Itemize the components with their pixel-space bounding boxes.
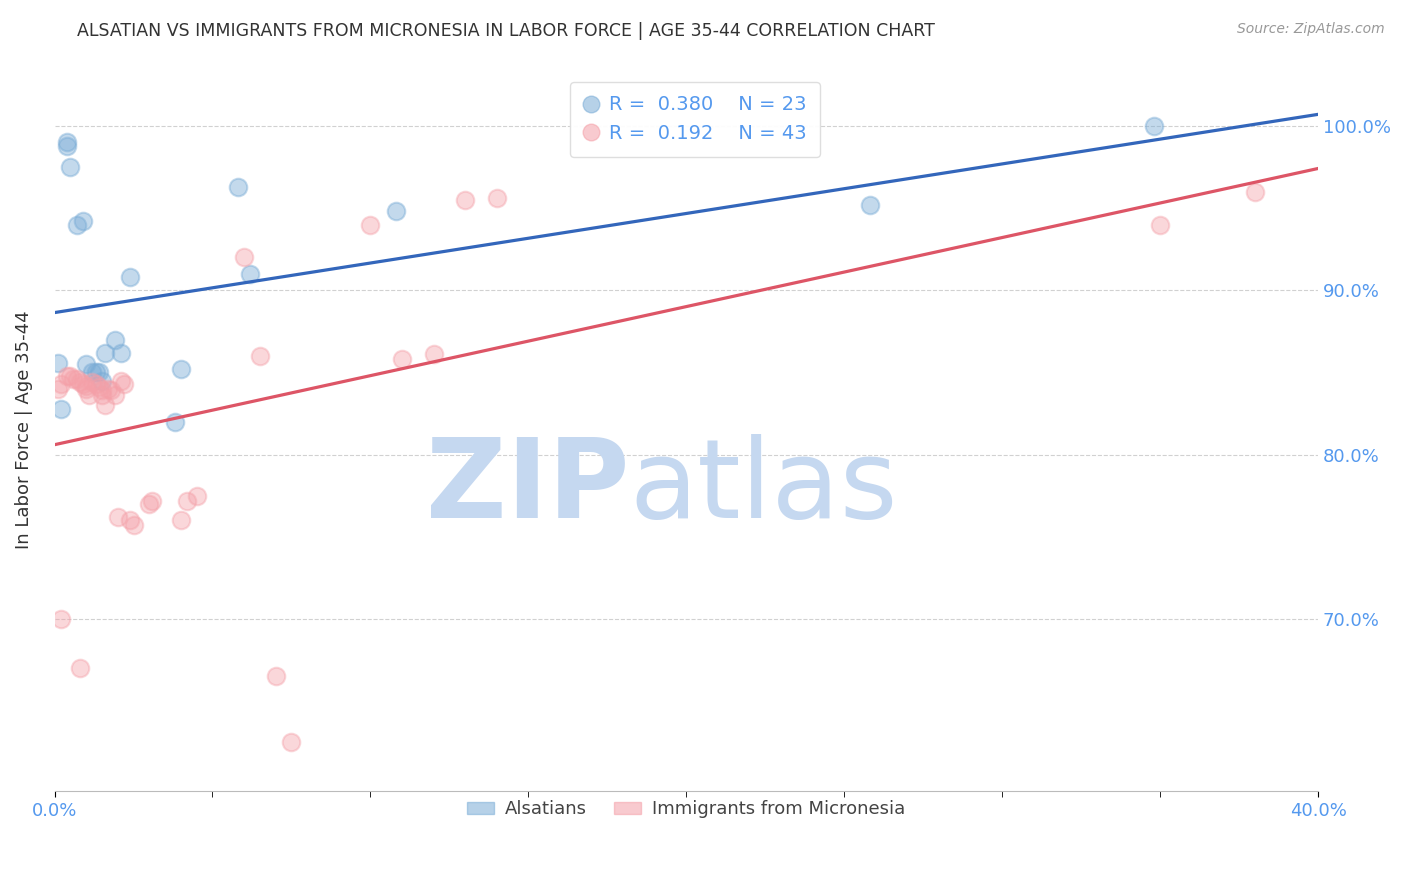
Point (75, 378, 97, 392)
Point (72, 376, 94, 391)
Point (87, 380, 110, 394)
Point (249, 349, 271, 363)
Point (359, 218, 381, 232)
Point (280, 735, 302, 749)
Point (56, 368, 79, 383)
Point (138, 497, 160, 511)
Point (69, 376, 91, 390)
Point (72, 214, 94, 228)
Point (69, 661, 91, 675)
Point (59, 368, 82, 383)
Text: ALSATIAN VS IMMIGRANTS FROM MICRONESIA IN LABOR FORCE | AGE 35-44 CORRELATION CH: ALSATIAN VS IMMIGRANTS FROM MICRONESIA I… (77, 22, 935, 40)
Point (94, 398, 117, 412)
Point (233, 251, 256, 265)
Point (90, 374, 112, 388)
Point (110, 345, 132, 359)
Point (422, 347, 444, 361)
Y-axis label: In Labor Force | Age 35-44: In Labor Force | Age 35-44 (15, 310, 32, 549)
Point (110, 374, 132, 388)
Point (90, 388, 112, 402)
Point (46, 382, 69, 396)
Point (77, 388, 100, 402)
Text: Source: ZipAtlas.com: Source: ZipAtlas.com (1237, 22, 1385, 37)
Point (264, 669, 287, 683)
Point (858, 198, 880, 212)
Point (49, 401, 72, 416)
Point (176, 493, 198, 508)
Point (87, 366, 110, 380)
Point (75, 382, 97, 396)
Point (1149, 218, 1171, 232)
Point (56, 136, 79, 150)
Point (82, 376, 104, 390)
Point (122, 518, 145, 533)
Point (103, 388, 125, 402)
Point (1143, 119, 1166, 133)
Point (49, 612, 72, 626)
Point (163, 415, 186, 429)
Point (1244, 185, 1267, 199)
Point (82, 366, 104, 380)
Point (107, 510, 129, 524)
Point (112, 376, 135, 391)
Point (485, 191, 508, 205)
Point (239, 267, 262, 281)
Point (141, 493, 163, 508)
Point (226, 179, 249, 194)
Point (120, 513, 142, 527)
Point (62, 372, 84, 386)
Point (97, 382, 120, 396)
Point (49, 376, 72, 391)
Legend: Alsatians, Immigrants from Micronesia: Alsatians, Immigrants from Micronesia (460, 793, 912, 826)
Point (59, 160, 82, 174)
Point (66, 218, 89, 232)
Point (94, 345, 117, 359)
Point (90, 384, 112, 398)
Point (391, 352, 413, 367)
Point (100, 384, 122, 398)
Point (170, 362, 193, 376)
Point (103, 333, 125, 347)
Point (454, 193, 477, 207)
Point (56, 138, 79, 153)
Point (170, 513, 193, 527)
Point (84, 366, 107, 380)
Point (75, 357, 97, 371)
Point (46, 355, 69, 369)
Point (186, 489, 208, 503)
Point (66, 372, 89, 386)
Point (84, 376, 107, 391)
Point (120, 270, 142, 285)
Text: ZIP: ZIP (426, 434, 630, 541)
Point (384, 204, 406, 219)
Text: atlas: atlas (630, 434, 898, 541)
